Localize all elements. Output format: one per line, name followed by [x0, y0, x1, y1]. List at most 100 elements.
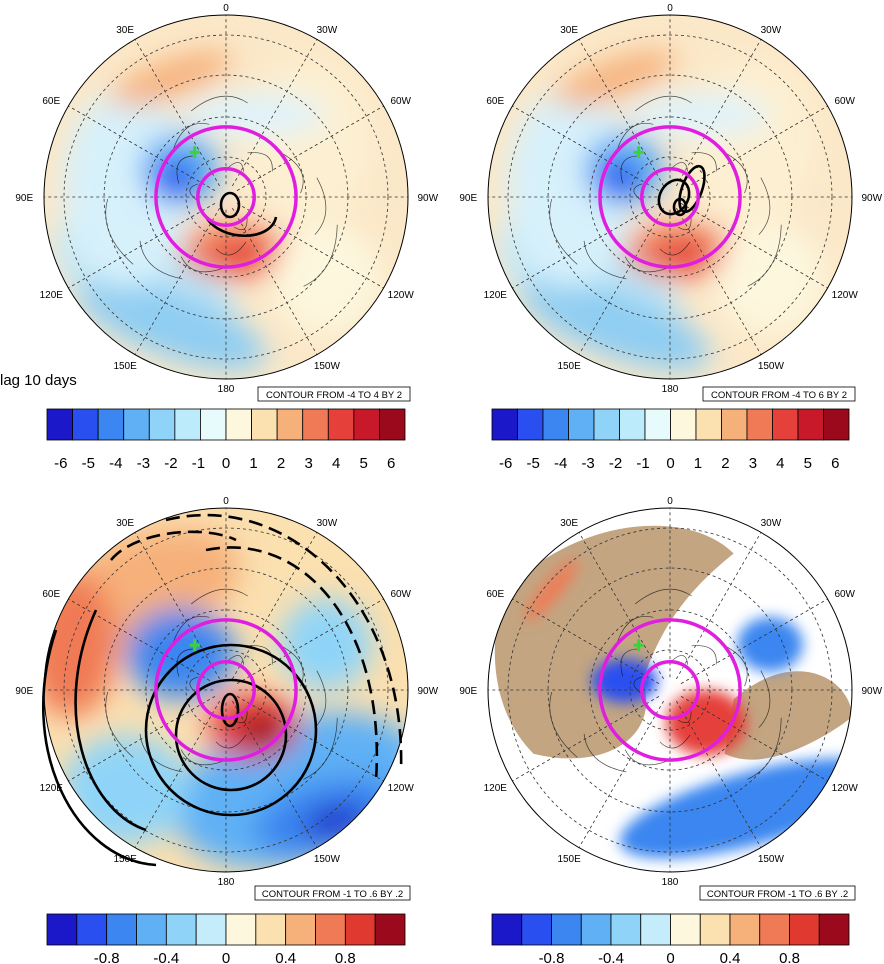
- coastline-segment: [314, 177, 327, 235]
- coastline-segment: [635, 588, 692, 605]
- magenta-rings: [598, 125, 742, 269]
- colorbar-swatch: [568, 408, 595, 441]
- colorbar-tick-label: -2: [609, 455, 622, 472]
- lon-label: 90W: [861, 686, 882, 697]
- colorbar: -6 -5 -4 -3 -2 -1 0 1 2 3 4 5 6: [491, 408, 850, 472]
- ring-outer: [598, 618, 742, 762]
- coastline-segment: [176, 648, 193, 677]
- shading-blob: [111, 51, 232, 107]
- meridian: [676, 39, 762, 187]
- colorbar: -0.8 -0.4 0 0.4 0.8: [46, 913, 406, 964]
- coastline-segment: [616, 616, 654, 643]
- map-boundary: [487, 14, 853, 380]
- station-marker: [633, 146, 644, 159]
- coastline-segment: [549, 691, 578, 758]
- meridian: [236, 203, 384, 289]
- lon-label: 60E: [486, 96, 504, 107]
- coastline-segment: [314, 670, 327, 728]
- map-panel-1: 0 30W 60W 90W 120W 150W 180 150E 120E 90E 60E 30E CO…: [15, 3, 438, 472]
- lon-label: 30E: [116, 518, 134, 529]
- colorbar-swatch: [379, 408, 406, 441]
- coastline-segment: [191, 95, 248, 112]
- colorbar-tick-label: -4: [109, 455, 122, 472]
- coastline-segment: [549, 198, 578, 265]
- coastline-segment: [624, 256, 668, 273]
- lon-label: 150E: [557, 854, 581, 865]
- coastline-segment: [281, 152, 304, 194]
- meridian: [512, 105, 660, 191]
- contour-note: CONTOUR FROM -4 TO 4 BY 2: [257, 386, 411, 402]
- meridian: [134, 532, 220, 680]
- contour-note: CONTOUR FROM -1 TO .6 BY .2: [699, 885, 856, 901]
- lon-label: 90E: [459, 193, 477, 204]
- colorbar-swatch: [759, 913, 790, 946]
- shading-blob: [520, 278, 711, 371]
- colorbar-tick-label: 3: [749, 455, 757, 472]
- meridian: [578, 39, 664, 187]
- lon-label: 60W: [390, 589, 411, 600]
- lon-label: 120W: [832, 290, 859, 301]
- lon-label: 180: [662, 384, 679, 395]
- contour-note-box: [257, 386, 411, 402]
- colorbar-swatch: [797, 408, 824, 441]
- coastline-segment: [747, 717, 782, 780]
- contour-note-text: CONTOUR FROM -4 TO 4 BY 2: [266, 390, 402, 401]
- meridian: [680, 598, 828, 684]
- station-marker: [633, 639, 644, 652]
- coastline-segment: [635, 95, 692, 112]
- colorbar-swatch: [695, 408, 722, 441]
- lon-label: 120W: [832, 783, 859, 794]
- colorbar-swatch: [517, 408, 544, 441]
- lon-label: 120W: [388, 783, 415, 794]
- colorbar-swatch: [551, 913, 582, 946]
- colorbar-swatch: [165, 913, 197, 946]
- map-interior: [44, 508, 408, 872]
- colorbar-swatch: [353, 408, 380, 441]
- map-panel-3: 0 30W 60W 90W 120W 150W 180 150E 120E 90E 60E 30E CO…: [15, 496, 438, 964]
- colorbar-tick-label: -6: [499, 455, 512, 472]
- lon-label: 180: [218, 877, 235, 888]
- shading-blob: [62, 87, 190, 289]
- colorbar-tick-label: -5: [82, 455, 95, 472]
- colorbar-swatch: [97, 408, 125, 441]
- shading-blob: [506, 87, 634, 289]
- coastline-segment: [180, 256, 224, 273]
- lon-label: 90E: [459, 686, 477, 697]
- dashed-contours: [110, 513, 403, 781]
- coastline-segment: [176, 155, 193, 184]
- colorbar-tick-label: 6: [387, 455, 395, 472]
- coastline-segment: [758, 177, 771, 235]
- map-interior: [488, 15, 852, 379]
- station-marker: [189, 146, 200, 159]
- latitude-circle: [507, 527, 833, 853]
- colorbar-swatch: [640, 913, 671, 946]
- lon-label: 150W: [314, 361, 341, 372]
- colorbar-swatch: [225, 913, 257, 946]
- contour-line: [219, 191, 241, 219]
- lon-label: 120E: [40, 290, 64, 301]
- lon-label: 60W: [834, 96, 855, 107]
- lag-label: lag 10 days: [0, 372, 77, 389]
- lon-label: 180: [218, 384, 235, 395]
- colorbar-swatch: [255, 913, 287, 946]
- contour-line: [74, 609, 147, 832]
- meridian: [236, 105, 384, 191]
- colorbar-swatch: [251, 408, 278, 441]
- colorbar-swatch: [148, 408, 176, 441]
- shading-blob: [688, 60, 816, 225]
- meridian: [680, 696, 828, 782]
- lon-label: 120E: [40, 783, 64, 794]
- colorbar-tick-label: 5: [804, 455, 812, 472]
- shading-blob: [597, 160, 641, 197]
- colorbar-swatch: [46, 408, 73, 441]
- shading-blob: [280, 599, 372, 690]
- shading-blob: [525, 558, 579, 622]
- coastline-segment: [620, 648, 637, 677]
- meridian: [680, 203, 828, 289]
- contour-note: CONTOUR FROM -1 TO .6 BY .2: [254, 885, 411, 901]
- shading-blob: [271, 224, 381, 334]
- colorbar-tick-label: 5: [360, 455, 368, 472]
- lon-label: 0: [223, 496, 229, 507]
- latitude-circle: [185, 156, 267, 238]
- coastline-segment: [172, 123, 210, 150]
